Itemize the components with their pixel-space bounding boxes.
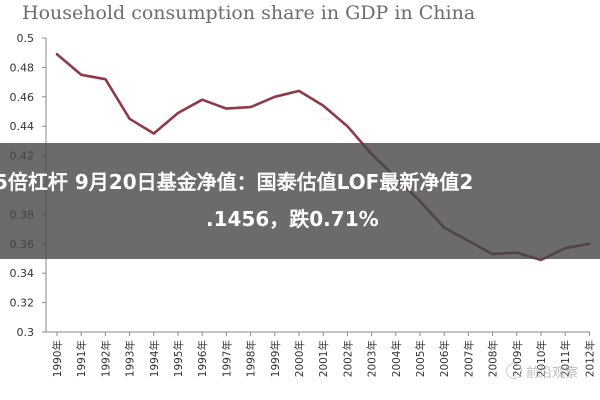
x-tick-label: 2005年	[414, 340, 427, 377]
x-tick-label: 2012年	[583, 340, 596, 377]
headline-line-1: 5倍杠杆 9月20日基金净值：国泰估值LOF最新净值2	[0, 170, 474, 194]
x-tick-label: 1998年	[245, 340, 258, 377]
x-tick-label: 1993年	[124, 340, 137, 377]
x-tick-label: 2011年	[559, 340, 572, 377]
chart-title: Household consumption share in GDP in Ch…	[22, 2, 476, 24]
y-tick-label: 0.46	[10, 91, 35, 104]
watermark-text: 前沿观察	[525, 366, 578, 381]
y-tick-label: 0.3	[17, 326, 35, 339]
x-tick-label: 1992年	[99, 340, 112, 377]
x-axis-ticks: 1990年 1991年 1992年 1993年 1994年 1995年 1996年 1997年…	[51, 332, 596, 377]
x-tick-label: 2010年	[535, 340, 548, 377]
y-tick-label: 0.48	[10, 61, 35, 74]
y-tick-label: 0.5	[17, 32, 35, 45]
y-tick-label: 0.32	[10, 297, 35, 310]
x-tick-label: 2004年	[390, 340, 403, 377]
y-tick-label: 0.44	[10, 120, 35, 133]
x-tick-label: 1999年	[269, 340, 282, 377]
x-tick-label: 2003年	[366, 340, 379, 377]
headline-banner[interactable]: 5倍杠杆 9月20日基金净值：国泰估值LOF最新净值2 .1456，跌0.71%	[0, 143, 600, 259]
x-tick-label: 2002年	[341, 340, 354, 377]
x-tick-label: 2008年	[487, 340, 500, 377]
watermark-logo-icon	[505, 363, 522, 379]
y-tick-label: 0.34	[10, 267, 35, 280]
headline-line-2: .1456，跌0.71%	[206, 207, 379, 231]
x-tick-label: 2000年	[293, 340, 306, 377]
x-tick-label: 1995年	[172, 340, 185, 377]
source-watermark: 前沿观察	[505, 362, 578, 381]
x-tick-label: 2007年	[462, 340, 475, 377]
x-tick-label: 1991年	[75, 340, 88, 377]
x-tick-label: 2006年	[438, 340, 451, 377]
x-tick-label: 2001年	[317, 340, 330, 377]
x-tick-label: 1996年	[196, 340, 209, 377]
x-tick-label: 1997年	[220, 340, 233, 377]
x-tick-label: 1990年	[51, 340, 64, 377]
x-tick-label: 1994年	[148, 340, 161, 377]
